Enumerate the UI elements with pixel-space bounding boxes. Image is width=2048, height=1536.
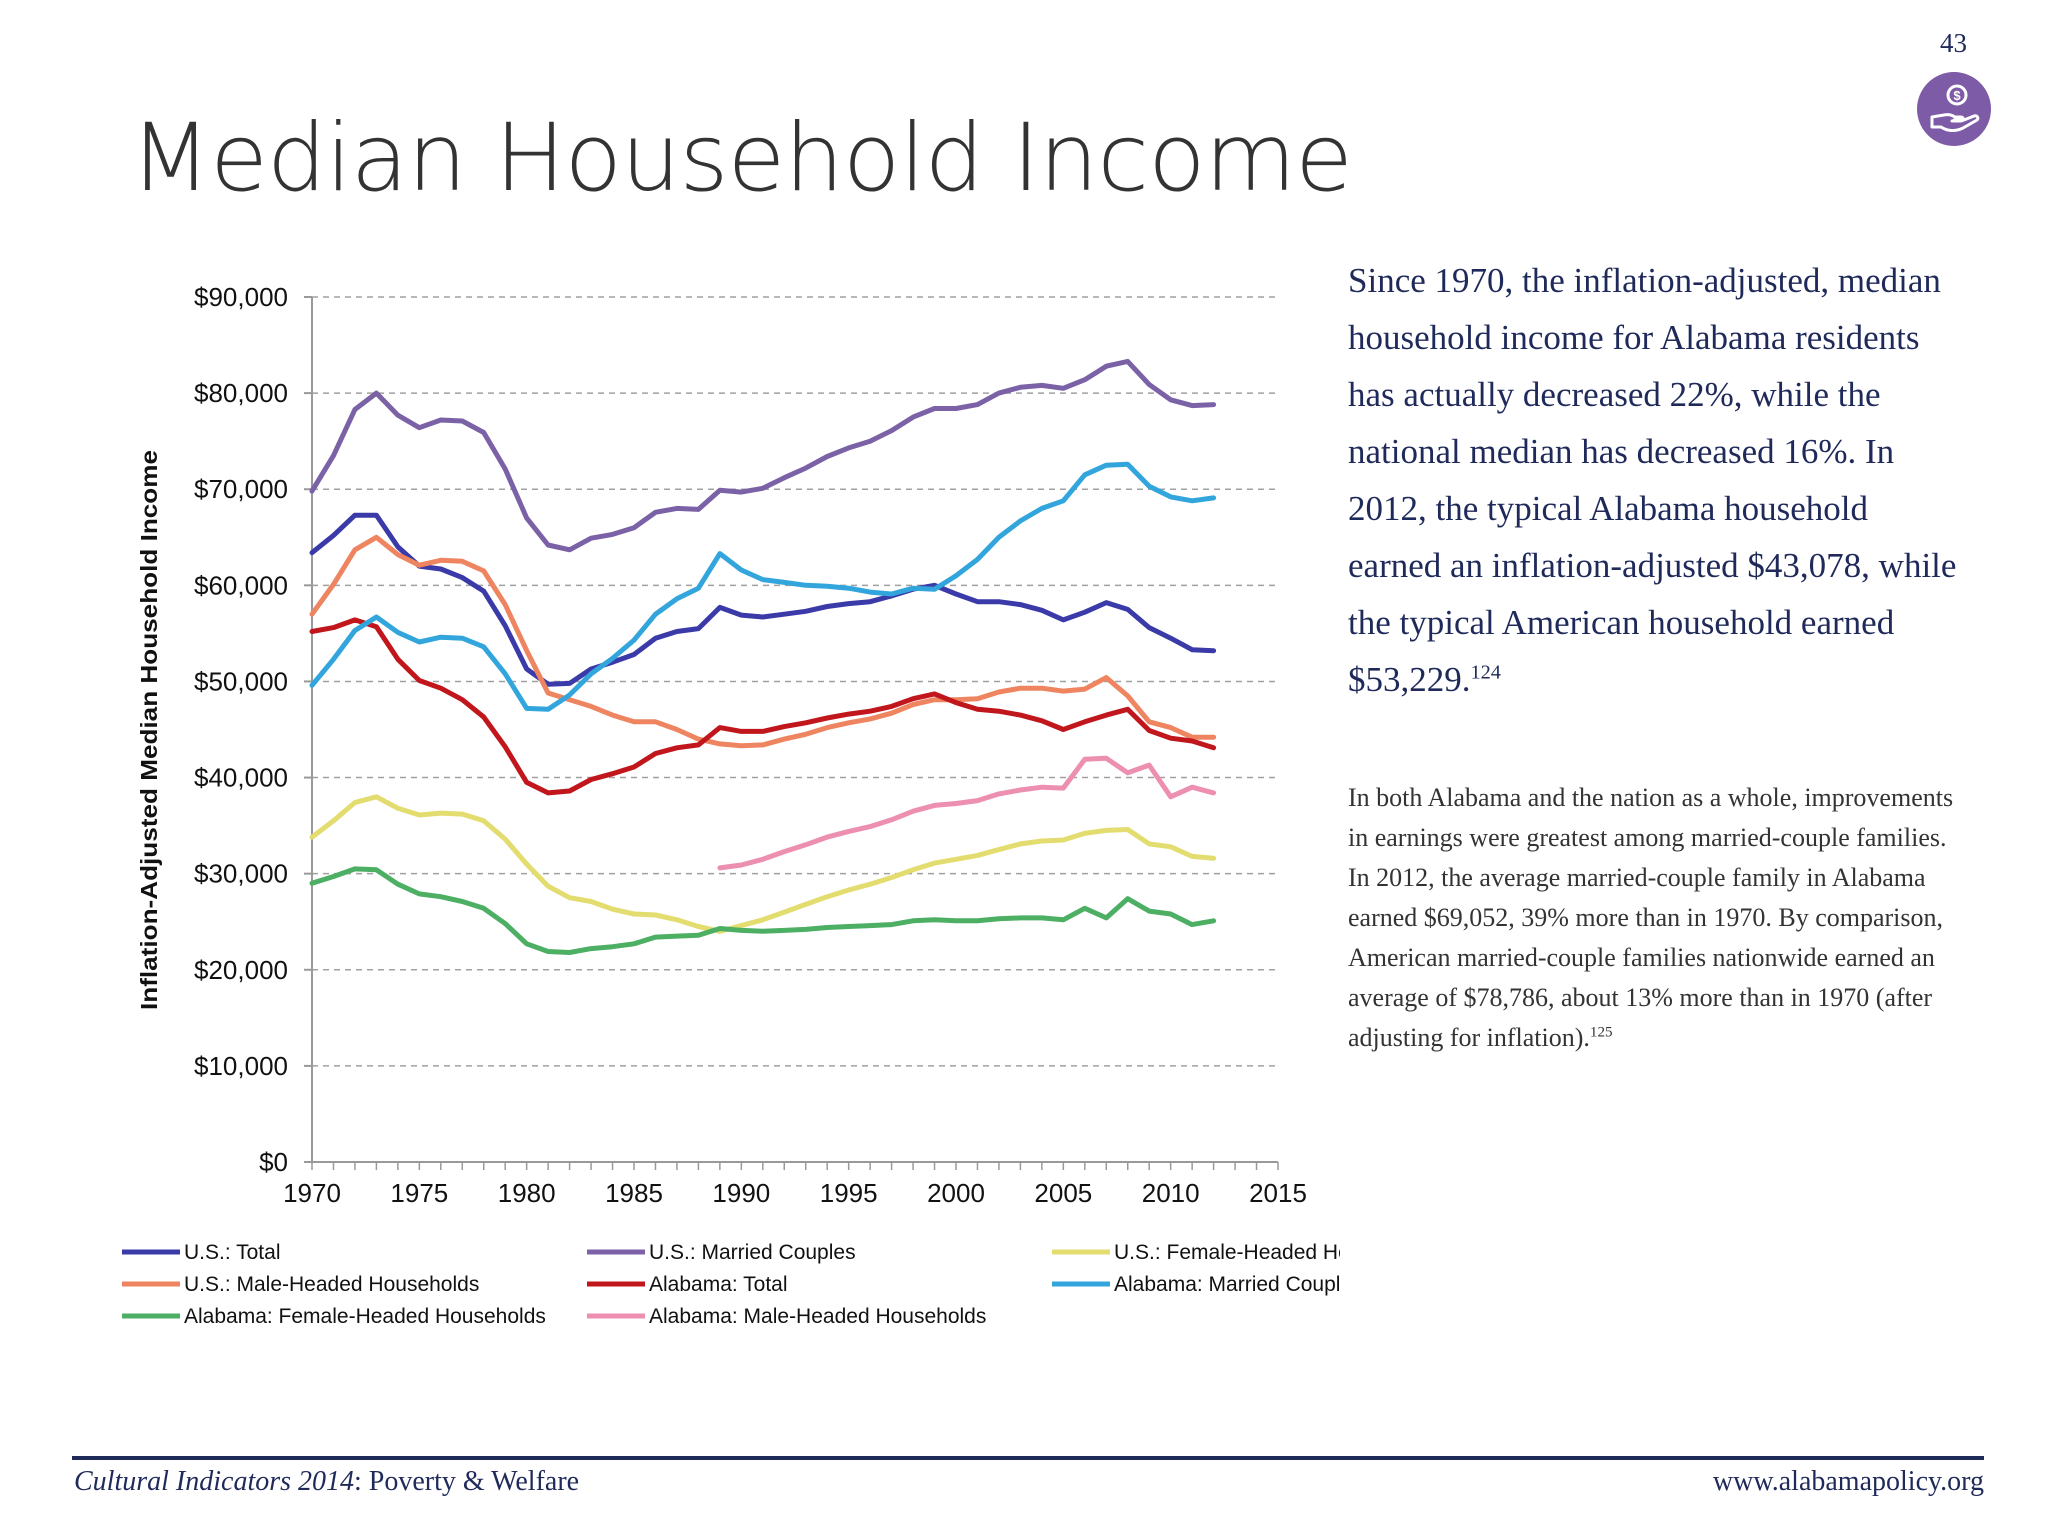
x-tick-label: 2005	[1034, 1178, 1092, 1208]
chart-gridlines	[304, 296, 1278, 1163]
x-tick-label: 1970	[283, 1178, 341, 1208]
x-tick-label: 1990	[712, 1178, 770, 1208]
legend-item: U.S.: Female-Headed Households	[1052, 1241, 1340, 1264]
y-axis-title: Inflation-Adjusted Median Household Inco…	[136, 450, 162, 1010]
legend-label: Alabama: Married Couples	[1114, 1273, 1340, 1296]
footer-publication: Cultural Indicators 2014: Poverty & Welf…	[74, 1466, 579, 1498]
median-income-line-chart: $0 $10,000 $20,000 $30,000 $40,000 $50,000 $60…	[122, 282, 1340, 1328]
legend-label: Alabama: Female-Headed Households	[184, 1305, 546, 1328]
x-tick-label: 1995	[820, 1178, 878, 1208]
x-tick-label: 1985	[605, 1178, 663, 1208]
legend-label: U.S.: Male-Headed Households	[184, 1273, 479, 1296]
page-title: Median Household Income	[130, 104, 1353, 213]
chart-axes	[311, 297, 1278, 1163]
detail-paragraph-text: In both Alabama and the nation as a whol…	[1348, 783, 1954, 1052]
x-tick-label: 2015	[1249, 1178, 1307, 1208]
x-tick-labels: 1970 1975 1980 1985 1990 1995 2000 2005 2010 2015	[283, 1178, 1307, 1208]
series-line-5	[309, 461, 1217, 712]
series-line-3	[309, 534, 1217, 749]
series-line-1	[309, 358, 1217, 553]
series-line-7	[717, 755, 1217, 871]
chart-legend: U.S.: Total U.S.: Married Couples U.S.: Fe…	[122, 1241, 1340, 1328]
summary-paragraph: Since 1970, the inflation-adjusted, medi…	[1348, 252, 1968, 708]
legend-item: Alabama: Female-Headed Households	[122, 1305, 546, 1328]
series-line-0	[309, 512, 1217, 687]
x-tick-label: 1980	[498, 1178, 556, 1208]
series-line-2	[309, 794, 1217, 934]
footer-publication-title: Cultural Indicators 2014	[74, 1466, 355, 1497]
y-tick-label: $90,000	[194, 282, 288, 312]
chart-series	[309, 358, 1217, 955]
section-badge: $	[1917, 72, 1991, 146]
summary-paragraph-text: Since 1970, the inflation-adjusted, medi…	[1348, 261, 1957, 699]
page-number: 43	[1940, 28, 1967, 58]
footer-website-link[interactable]: www.alabamapolicy.org	[1712, 1466, 1984, 1497]
y-tick-label: $20,000	[194, 955, 288, 985]
x-tick-label: 2000	[927, 1178, 985, 1208]
y-tick-label: $0	[259, 1147, 288, 1177]
legend-item: U.S.: Male-Headed Households	[122, 1273, 479, 1296]
svg-text:$: $	[1953, 88, 1961, 103]
y-tick-label: $70,000	[194, 474, 288, 504]
x-tick-marks	[311, 1162, 1279, 1170]
footer-section: : Poverty & Welfare	[354, 1466, 580, 1497]
y-tick-labels: $0 $10,000 $20,000 $30,000 $40,000 $50,000 $60…	[194, 282, 288, 1177]
hand-holding-money-icon: $	[1930, 84, 1980, 132]
footer-divider	[72, 1456, 1984, 1460]
legend-item: Alabama: Male-Headed Households	[587, 1305, 986, 1328]
legend-item: U.S.: Married Couples	[587, 1241, 856, 1264]
y-tick-label: $30,000	[194, 859, 288, 889]
legend-item: Alabama: Total	[587, 1273, 788, 1296]
detail-paragraph: In both Alabama and the nation as a whol…	[1348, 778, 1968, 1058]
x-tick-label: 1975	[390, 1178, 448, 1208]
x-tick-label: 2010	[1142, 1178, 1200, 1208]
legend-label: U.S.: Married Couples	[649, 1241, 856, 1264]
y-tick-label: $10,000	[194, 1051, 288, 1081]
legend-item: U.S.: Total	[122, 1241, 281, 1264]
y-tick-label: $40,000	[194, 763, 288, 793]
y-tick-label: $80,000	[194, 378, 288, 408]
footnote-ref-124: 124	[1470, 661, 1501, 684]
series-line-6	[309, 866, 1217, 955]
legend-label: U.S.: Female-Headed Households	[1114, 1241, 1340, 1264]
footnote-ref-125: 125	[1589, 1024, 1613, 1041]
legend-label: U.S.: Total	[184, 1241, 281, 1264]
y-tick-label: $60,000	[194, 570, 288, 600]
legend-label: Alabama: Total	[649, 1273, 788, 1296]
y-tick-label: $50,000	[194, 666, 288, 696]
series-line-4	[309, 617, 1217, 796]
legend-item: Alabama: Married Couples	[1052, 1273, 1340, 1296]
legend-label: Alabama: Male-Headed Households	[649, 1305, 986, 1328]
